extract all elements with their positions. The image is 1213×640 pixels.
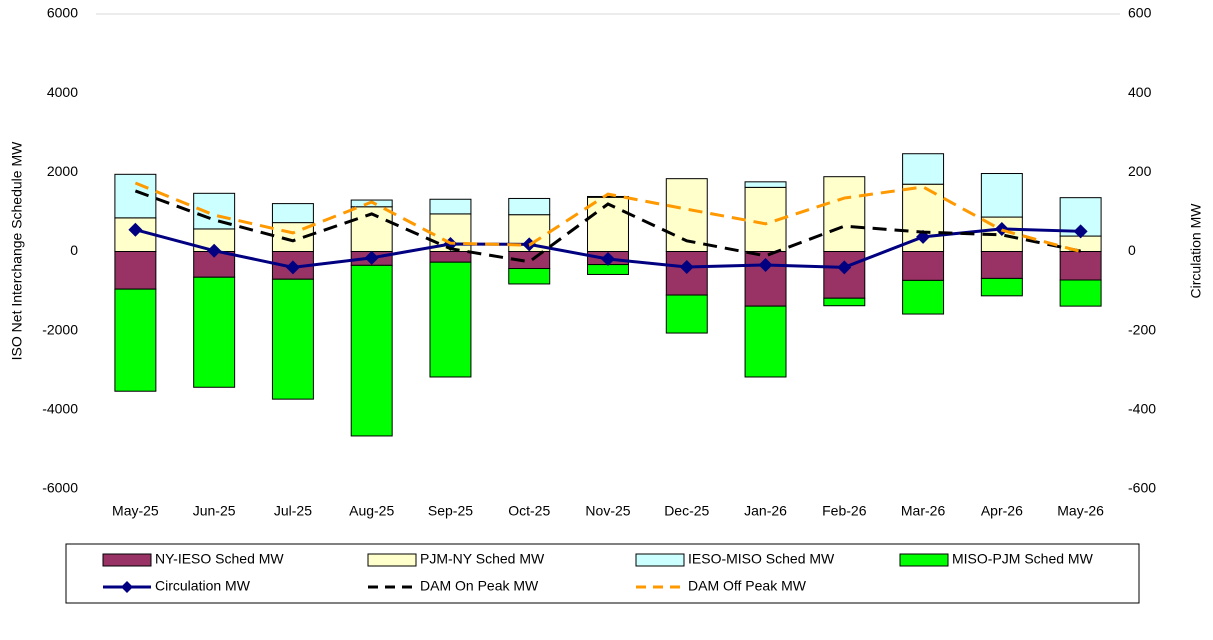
bar — [823, 176, 866, 252]
x-tick-label: Sep-25 — [428, 503, 473, 519]
marker — [285, 260, 300, 275]
y2-tick-label: 600 — [1128, 5, 1152, 21]
bar — [1059, 251, 1102, 281]
x-tick-label: May-25 — [112, 503, 159, 519]
legend-swatch — [635, 553, 685, 567]
x-tick-label: Feb-26 — [822, 503, 867, 519]
bar — [429, 198, 472, 215]
marker — [758, 257, 773, 272]
x-tick-label: Oct-25 — [508, 503, 550, 519]
marker — [128, 222, 143, 237]
bar — [1059, 279, 1102, 307]
y2-axis-title: Circulation MW — [1188, 203, 1204, 299]
line — [134, 181, 1082, 253]
legend-label: PJM-NY Sched MW — [420, 551, 545, 567]
legend-swatch — [899, 553, 949, 567]
legend-label: IESO-MISO Sched MW — [688, 551, 835, 567]
legend-swatch — [367, 553, 417, 567]
marker — [207, 243, 222, 258]
y-tick-label: -2000 — [42, 321, 78, 337]
bar — [902, 153, 945, 185]
x-tick-label: Aug-25 — [349, 503, 394, 519]
bar — [508, 197, 551, 216]
legend-box — [65, 543, 1140, 604]
bar — [429, 251, 472, 263]
bar — [823, 251, 866, 299]
y-tick-label: -4000 — [42, 401, 78, 417]
x-tick-label: May-26 — [1057, 503, 1104, 519]
bar — [429, 261, 472, 378]
x-tick-label: Jan-26 — [744, 503, 787, 519]
y-axis-title: ISO Net Interchange Schedule MW — [9, 141, 25, 360]
bar — [902, 279, 945, 315]
y2-tick-label: 400 — [1128, 84, 1152, 100]
bar — [665, 294, 708, 334]
x-tick-label: Nov-25 — [585, 503, 630, 519]
legend-label: NY-IESO Sched MW — [155, 551, 284, 567]
bar — [980, 251, 1023, 279]
x-tick-label: Jul-25 — [274, 503, 312, 519]
y-tick-label: 4000 — [47, 84, 78, 100]
bar — [114, 251, 157, 290]
bar — [271, 278, 314, 400]
marker — [364, 250, 379, 265]
marker — [679, 259, 694, 274]
bar — [823, 297, 866, 307]
bar — [587, 264, 629, 275]
bar — [744, 305, 787, 378]
legend-label: MISO-PJM Sched MW — [952, 551, 1094, 567]
bar — [665, 178, 708, 253]
y-tick-label: -6000 — [42, 480, 78, 496]
y2-tick-label: 0 — [1128, 242, 1136, 258]
marker — [601, 252, 615, 267]
bar — [902, 251, 945, 281]
marker — [1073, 224, 1088, 239]
y-tick-label: 6000 — [47, 5, 78, 21]
bar — [587, 195, 629, 198]
legend-swatch — [102, 553, 152, 567]
y2-tick-label: -200 — [1128, 321, 1156, 337]
bar — [980, 277, 1023, 297]
legend-label: DAM Off Peak MW — [688, 578, 807, 594]
line — [134, 189, 1081, 264]
legend-marker — [121, 581, 133, 593]
bar — [114, 288, 157, 392]
y-tick-label: 0 — [70, 242, 78, 258]
bar — [271, 203, 314, 224]
bar — [508, 268, 551, 285]
bar — [114, 173, 157, 219]
legend-label: Circulation MW — [155, 578, 251, 594]
bar — [350, 264, 393, 437]
y2-tick-label: 200 — [1128, 163, 1152, 179]
x-tick-label: Jun-25 — [193, 503, 236, 519]
legend-label: DAM On Peak MW — [420, 578, 539, 594]
bar — [744, 181, 787, 188]
x-tick-label: Dec-25 — [664, 503, 709, 519]
bar — [193, 276, 236, 388]
marker — [837, 260, 852, 275]
bar — [1059, 235, 1102, 252]
y2-tick-label: -400 — [1128, 401, 1156, 417]
y-tick-label: 2000 — [47, 163, 78, 179]
bar — [980, 173, 1023, 218]
y2-tick-label: -600 — [1128, 480, 1156, 496]
x-tick-label: Mar-26 — [901, 503, 946, 519]
x-tick-label: Apr-26 — [981, 503, 1023, 519]
